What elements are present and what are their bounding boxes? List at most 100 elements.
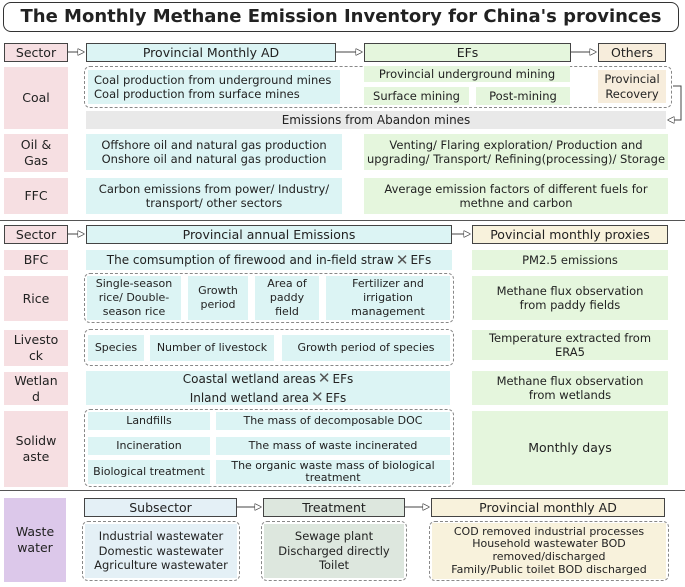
others-provincial-recovery: Provincial Recovery (598, 70, 666, 103)
page-title: The Monthly Methane Emission Inventory f… (3, 2, 679, 32)
livestock-species: Species (88, 335, 144, 361)
livestock-group-border (84, 329, 454, 366)
ffc-ef-line-2: methne and carbon (459, 196, 573, 210)
ffc-ad-line-2: transport/ other sectors (145, 196, 283, 210)
wetland-label-2: d (32, 388, 40, 404)
wetland-proxy-line-2: from wetlands (528, 388, 612, 402)
solidwaste-incineration: Incineration (88, 437, 210, 455)
rice-season-line-2: rice/ Double- (98, 291, 170, 305)
wetland-proxy-line-1: Methane flux observation (496, 373, 644, 388)
rice-growth-line-2: period (200, 298, 236, 311)
sector-ffc: FFC (4, 178, 68, 214)
rice-proxy-line-1: Methane flux observation (496, 283, 644, 298)
coal-ad-surface: Coal production from surface mines (94, 87, 300, 101)
rice-season-type: Single-season rice/ Double- season rice (87, 276, 181, 320)
ef-surface-mining: Surface mining (364, 87, 469, 105)
rice-fert-line-3: management (351, 304, 425, 318)
treatment-sewage-plant: Sewage plant (294, 529, 374, 544)
others-line-2: Recovery (605, 86, 659, 101)
rice-fert-line-1: Fertilizer and (352, 277, 424, 291)
oil-gas-ef-line-2: upgrading/ Transport/ Refining(processin… (366, 152, 666, 166)
rice-paddy-area: Area of paddy field (255, 276, 319, 320)
sector-wastewater: Waste water (4, 498, 66, 582)
wastewater-subsectors: Industrial wastewater Domestic wastewate… (85, 524, 237, 578)
livestock-proxy-line-1: Temperature extracted from (488, 330, 652, 345)
arrow-others-abandon (668, 85, 682, 120)
livestock-growth-period: Growth period of species (282, 335, 450, 361)
ad-household-bod-2: removed/discharged (492, 550, 606, 563)
rice-proxy-line-2: from paddy fields (519, 298, 621, 312)
treatment-discharged-directly: Discharged directly (278, 543, 390, 558)
solidwaste-label-2: aste (22, 449, 50, 464)
subsector-group-border (82, 521, 240, 581)
header-provincial-monthly-ad: Provincial Monthly AD (86, 43, 336, 62)
coal-ad-underground: Coal production from underground mines (94, 72, 332, 87)
abandon-mines-emissions: Emissions from Abandon mines (86, 111, 666, 129)
rice-area-line-2: paddy (269, 291, 305, 305)
oil-gas-label-1: Oil & (20, 137, 52, 153)
bfc-emissions: The comsumption of firewood and in-field… (86, 250, 452, 270)
wetland-inland-ef: EFs (325, 391, 347, 405)
multiply-icon: ✕ (317, 369, 331, 388)
sector-coal: Coal (4, 67, 68, 129)
header-others: Others (598, 43, 666, 62)
rice-area-line-1: Area of (267, 277, 307, 291)
rice-group-border (84, 273, 454, 323)
wetland-coastal-row: Coastal wetland areas ✕ EFs (183, 369, 354, 388)
sector-bfc: BFC (4, 250, 68, 270)
subsector-domestic: Domestic wastewater (98, 543, 224, 558)
header-efs: EFs (364, 43, 571, 62)
sector-wetland: Wetlan d (4, 372, 68, 405)
livestock-proxy-line-2: ERA5 (555, 345, 585, 359)
ef-post-mining: Post-mining (476, 87, 570, 105)
treatment-toilet: Toilet (318, 558, 350, 573)
treatment-group-border (261, 521, 407, 581)
livestock-number: Number of livestock (150, 335, 274, 361)
coal-activity-data: Coal production from underground mines C… (88, 70, 340, 104)
section-divider-1 (0, 220, 685, 221)
oil-gas-ef-line-1: Venting/ Flaring exploration/ Production… (389, 137, 643, 152)
rice-fert-line-2: irrigation (363, 291, 413, 305)
rice-growth-line-1: Growth (198, 284, 238, 298)
wetland-coastal: Coastal wetland areas (182, 372, 316, 387)
ef-underground-mining: Provincial underground mining (364, 66, 570, 82)
solidwaste-bio-line-1: The organic waste mass of biological (231, 458, 435, 472)
solidwaste-biological: Biological treatment (88, 460, 210, 484)
header-sector: Sector (4, 43, 68, 62)
header-provincial-annual-emissions: Provincial annual Emissions (86, 225, 452, 244)
wetland-coastal-ef: EFs (332, 372, 354, 387)
header-sector-2: Sector (4, 225, 68, 244)
ad-household-bod: Household wastewater BOD (472, 537, 626, 551)
livestock-label-2: ck (28, 348, 44, 363)
multiply-icon: ✕ (395, 250, 409, 269)
wetland-inland-row: Inland wetland area ✕ EFs (190, 388, 347, 407)
oil-gas-label-2: Gas (24, 153, 48, 168)
solidwaste-biological-value: The organic waste mass of biological tre… (216, 458, 450, 484)
solidwaste-proxy: Monthly days (472, 411, 668, 485)
livestock-proxy: Temperature extracted from ERA5 (472, 330, 668, 360)
solidwaste-landfills: Landfills (88, 412, 210, 430)
multiply-icon: ✕ (310, 388, 324, 406)
solidwaste-incineration-value: The mass of waste incinerated (216, 437, 450, 455)
wastewater-treatments: Sewage plant Discharged directly Toilet (264, 524, 404, 578)
wetland-proxy: Methane flux observation from wetlands (472, 371, 668, 405)
sector-rice: Rice (4, 276, 68, 321)
rice-fertilizer-irrigation: Fertilizer and irrigation management (326, 276, 450, 320)
wastewater-label-1: Waste (15, 524, 55, 540)
bfc-ef: EFs (410, 252, 432, 267)
ad-group-border (429, 521, 669, 581)
sector-solid-waste: Solidw aste (4, 411, 68, 487)
wastewater-activity-data: COD removed industrial processes Househo… (432, 523, 666, 579)
ffc-activity-data: Carbon emissions from power/ Industry/ t… (86, 178, 342, 214)
rice-growth-period: Growth period (188, 276, 248, 320)
solidwaste-label-1: Solidw (15, 433, 57, 449)
rice-area-line-3: field (275, 304, 299, 318)
header-subsector: Subsector (84, 498, 237, 517)
wetland-emissions: Coastal wetland areas ✕ EFs Inland wetland… (86, 369, 450, 407)
wetland-label-1: Wetlan (14, 372, 58, 388)
oil-gas-ad-offshore: Offshore oil and natural gas production (101, 137, 327, 152)
ffc-efs: Average emission factors of different fu… (364, 178, 668, 214)
bfc-text: The comsumption of firewood and in-field… (106, 252, 394, 267)
subsector-industrial: Industrial wastewater (98, 529, 224, 544)
